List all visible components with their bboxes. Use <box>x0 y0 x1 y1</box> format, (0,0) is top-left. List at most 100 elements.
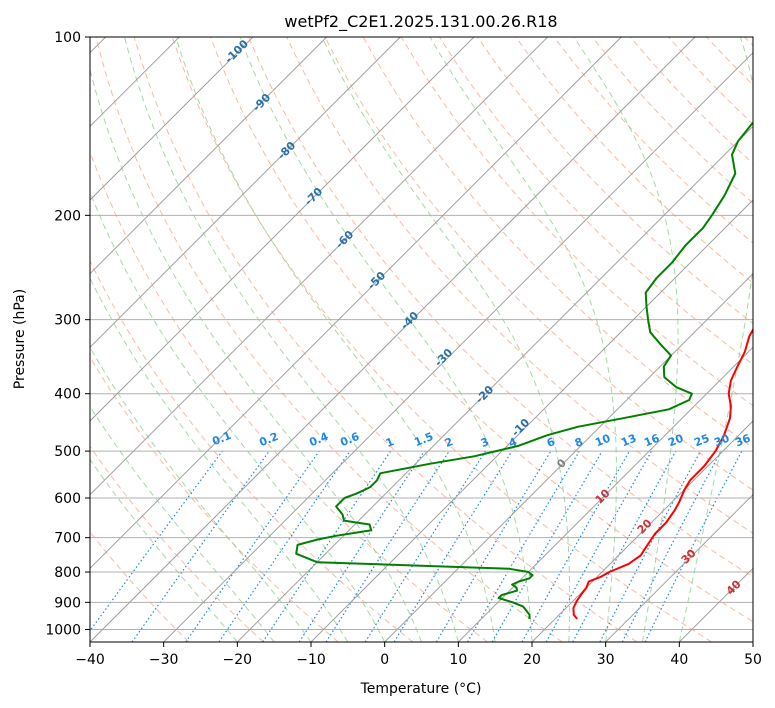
isotherm-label: -50 <box>365 269 388 292</box>
isotherm-line <box>384 272 753 642</box>
moist-adiabat <box>90 405 275 642</box>
isotherm-line <box>457 346 753 642</box>
y-tick-label: 600 <box>54 491 81 507</box>
moist-adiabat <box>90 277 349 642</box>
x-tick-label: 40 <box>670 652 688 668</box>
moist-adiabat <box>239 37 533 642</box>
chart-title: wetPf2_C2E1.2025.131.00.26.R18 <box>284 12 557 32</box>
y-axis-label: Pressure (hPa) <box>12 289 28 389</box>
moist-adiabat <box>678 37 753 642</box>
moist-adiabat <box>124 37 459 642</box>
mixing-ratio-line <box>521 450 631 642</box>
isotherm-line <box>90 37 475 422</box>
dry-adiabat <box>515 37 753 284</box>
isotherm-line <box>90 37 254 201</box>
dry-adiabat <box>90 531 190 642</box>
y-tick-label: 400 <box>54 387 81 403</box>
isotherm-label: -100 <box>222 37 251 66</box>
x-tick-label: −20 <box>223 652 253 668</box>
isotherm-line <box>90 37 401 349</box>
dry-adiabat <box>706 37 753 86</box>
y-tick-label: 200 <box>54 208 81 224</box>
mixing-ratio-line <box>298 450 425 642</box>
mixing-ratio-line <box>131 450 270 642</box>
dry-adiabat <box>90 150 488 642</box>
x-tick-label: −30 <box>149 652 179 668</box>
isotherm-line <box>236 125 753 642</box>
mixing-ratio-label: 30 <box>712 432 731 450</box>
isotherm-line <box>310 199 753 642</box>
mixing-ratio-label: 1 <box>384 435 396 450</box>
y-tick-label: 1000 <box>45 622 81 638</box>
x-tick-label: 10 <box>449 652 467 668</box>
y-tick-label: 900 <box>54 595 81 611</box>
mixing-ratio-label: 6 <box>545 435 557 450</box>
mixing-ratio-line <box>644 450 743 642</box>
mixing-ratio-label: 3 <box>479 435 491 450</box>
mixing-ratio-label: 2 <box>443 435 455 450</box>
mixing-ratio-label: 13 <box>619 432 638 450</box>
isotherm-label: 0 <box>554 456 569 471</box>
moist-adiabat <box>90 458 238 642</box>
mixing-ratio-line <box>364 450 486 642</box>
dry-adiabat <box>171 37 712 642</box>
x-tick-label: 50 <box>744 652 762 668</box>
dry-adiabat <box>553 37 753 244</box>
isotherm-label: 10 <box>593 486 613 506</box>
mixing-ratio-line <box>572 450 677 642</box>
mixing-ratio-label: 8 <box>573 435 585 450</box>
dry-adiabat <box>133 37 638 642</box>
x-axis-label: Temperature (°C) <box>360 681 482 697</box>
mixing-ratio-label: 0.1 <box>210 429 233 448</box>
x-tick-label: 0 <box>380 652 389 668</box>
moist-adiabat <box>321 37 571 642</box>
x-tick-label: 20 <box>523 652 541 668</box>
isotherm-label: -40 <box>398 309 421 332</box>
isotherm-line <box>90 37 696 642</box>
mixing-ratio-label: 16 <box>642 432 661 450</box>
moist-adiabat <box>175 37 496 642</box>
isotherm-line <box>605 493 753 642</box>
isotherm-line <box>90 37 622 570</box>
dry-adiabat <box>90 259 414 642</box>
mixing-ratio-label: 20 <box>666 432 685 450</box>
dry-adiabat <box>90 356 339 642</box>
mixing-ratio-label: 0.4 <box>307 430 330 449</box>
mixing-ratio-label: 0.6 <box>338 430 361 449</box>
mixing-ratio-label: 0.2 <box>257 430 280 449</box>
mixing-ratio-line <box>185 450 320 642</box>
moist-adiabat <box>429 37 617 642</box>
moist-adiabat <box>90 190 386 642</box>
y-tick-label: 500 <box>54 444 81 460</box>
y-tick-label: 100 <box>54 30 81 46</box>
dry-adiabat <box>90 445 264 642</box>
moist-adiabat <box>573 37 679 642</box>
x-tick-label: −10 <box>296 652 326 668</box>
y-tick-label: 800 <box>54 565 81 581</box>
moist-adiabat <box>90 67 422 642</box>
isotherm-line <box>90 37 549 496</box>
isotherm-label: 20 <box>635 516 655 536</box>
dry-adiabat <box>324 37 753 491</box>
mixing-ratio-line <box>599 450 702 642</box>
y-tick-label: 700 <box>54 531 81 547</box>
x-tick-label: −40 <box>75 652 105 668</box>
mixing-ratio-label: 10 <box>593 432 612 450</box>
mixing-ratio-line <box>466 450 580 642</box>
mixing-ratio-label: 36 <box>733 432 752 450</box>
x-tick-label: 30 <box>597 652 615 668</box>
isotherm-line <box>90 37 328 275</box>
mixing-ratio-label: 1.5 <box>412 430 435 449</box>
dry-adiabat <box>248 37 753 578</box>
mixing-ratio-line <box>545 450 653 642</box>
mixing-ratio-label: 25 <box>692 432 711 450</box>
isotherm-label: -30 <box>432 346 455 369</box>
isotherm-line <box>531 420 753 642</box>
mixing-ratio-line <box>325 450 450 642</box>
dewpoint-line <box>295 121 753 619</box>
plot-frame <box>89 36 754 643</box>
mixing-ratio-line <box>393 450 513 642</box>
mixing-ratio-line <box>90 450 223 632</box>
mixing-ratio-line <box>435 450 552 642</box>
